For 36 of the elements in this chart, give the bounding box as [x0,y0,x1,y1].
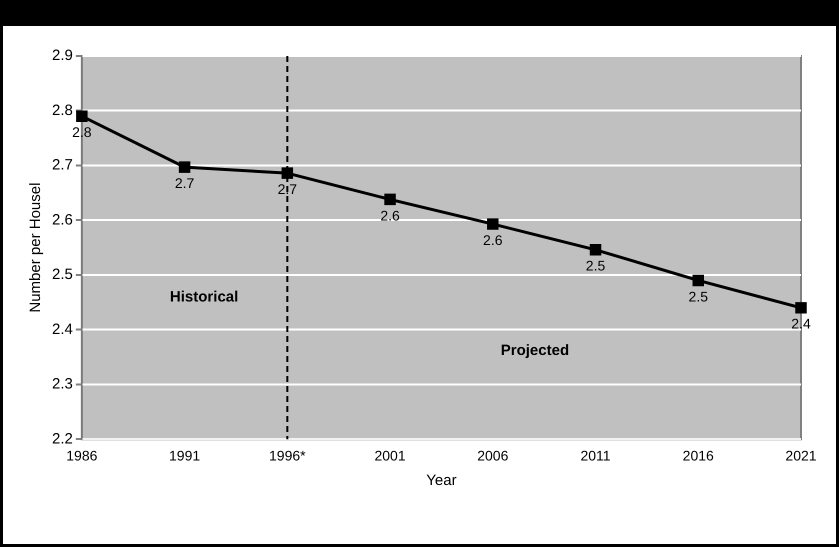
y-tick-label: 2.3 [52,376,73,393]
point [692,274,704,286]
x-tick-label: 1986 [66,447,98,464]
y-tick-label: 2.2 [52,430,73,448]
y-tick-label: 2.6 [52,211,73,228]
y-axis-title: Number per Housel [27,182,44,313]
y-tick-label: 2.7 [52,156,73,174]
data-label: 2.6 [483,232,503,248]
x-tick-label: 1996* [269,447,306,464]
point [76,110,88,122]
data-label: 2.6 [380,207,400,224]
data-label: 2.5 [688,288,708,304]
x-tick-label: 2021 [785,447,817,464]
point [384,194,396,206]
data-label: 2.5 [586,258,606,274]
y-tick-label: 2.8 [52,102,73,119]
data-label: 2.7 [174,174,195,191]
x-tick-label: 1991 [169,447,200,464]
y-tick-label: 2.9 [52,47,73,64]
x-axis-title: Year [426,472,457,490]
annotation: Historical [170,288,238,306]
x-tick-label: 2001 [374,447,406,464]
x-tick-label: 2006 [477,447,509,464]
point [178,161,190,173]
x-tick-label: 2011 [580,447,611,464]
point [590,244,602,256]
x-tick-label: 2016 [682,447,714,464]
point [487,218,499,230]
point [795,302,807,314]
data-label: 2.7 [278,181,298,198]
annotation: Projected [500,342,570,360]
y-tick-label: 2.4 [52,320,73,338]
y-tick-label: 2.5 [52,266,73,284]
point [282,167,294,179]
data-label: 2.4 [791,316,811,332]
data-label: 2.8 [72,124,92,140]
